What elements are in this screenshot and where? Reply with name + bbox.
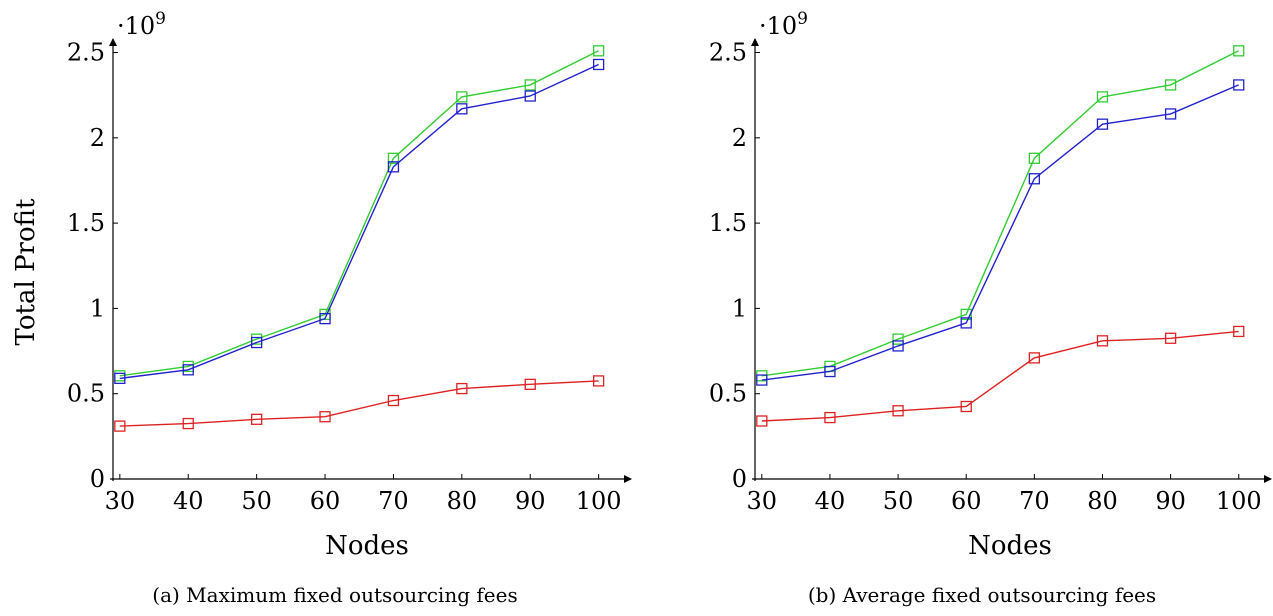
data-point-marker <box>960 308 972 321</box>
series-layer <box>114 45 605 432</box>
data-point-marker <box>250 336 263 349</box>
data-point-marker <box>250 413 263 425</box>
data-point-marker <box>1096 91 1109 103</box>
y-tick-label: 2 <box>732 124 747 152</box>
data-point-marker <box>1233 79 1245 91</box>
y-tick-label: 0.5 <box>67 380 105 408</box>
data-point-marker <box>114 372 126 385</box>
data-point-marker <box>182 417 194 430</box>
x-ticks: 30 40 50 60 70 80 90 100 <box>105 474 622 515</box>
data-point-marker <box>456 103 468 115</box>
x-tick-label: 70 <box>378 487 409 515</box>
data-point-marker <box>319 312 331 325</box>
data-point-marker <box>1096 335 1109 347</box>
data-point-marker <box>114 420 126 432</box>
data-point-marker <box>1028 152 1040 164</box>
data-point-marker <box>524 90 536 102</box>
chart-panel-a: Total Profit ·109 0 0.5 1 1.5 2 2.5 30 40 50 60 7… <box>11 9 632 607</box>
series-line <box>761 84 1239 381</box>
x-tick-label: 100 <box>1216 487 1262 515</box>
x-tick-label: 100 <box>576 487 622 515</box>
y-tick-label: 2.5 <box>709 39 747 67</box>
x-tick-label: 40 <box>815 487 846 515</box>
data-point-marker <box>1096 118 1109 130</box>
y-axis-label: Total Profit <box>11 198 41 345</box>
data-point-marker <box>756 374 768 386</box>
series-layer <box>756 45 1245 427</box>
data-point-marker <box>387 152 400 164</box>
x-tick-label: 80 <box>1087 487 1118 515</box>
y-tick-label: 0.5 <box>709 380 747 408</box>
y-tick-label: 1.5 <box>67 209 105 237</box>
x-tick-label: 90 <box>1155 487 1186 515</box>
x-tick-label: 50 <box>883 487 914 515</box>
x-axis-label: Nodes <box>325 531 409 561</box>
data-point-marker <box>960 400 972 413</box>
y-tick-label: 1 <box>732 294 747 322</box>
y-tick-label: 0 <box>732 465 747 493</box>
x-tick-label: 40 <box>173 487 204 515</box>
x-tick-label: 80 <box>447 487 478 515</box>
x-tick-label: 30 <box>105 487 136 515</box>
data-point-marker <box>892 340 904 352</box>
y-tick-label: 1 <box>90 294 105 322</box>
y-tick-label: 2 <box>90 124 105 152</box>
x-tick-label: 30 <box>747 487 778 515</box>
x-tick-label: 60 <box>951 487 982 515</box>
data-point-marker <box>182 364 194 376</box>
data-point-marker <box>1233 325 1245 338</box>
chart-caption: (a) Maximum fixed outsourcing fees <box>152 583 517 607</box>
data-point-marker <box>524 79 536 91</box>
data-point-marker <box>319 411 331 423</box>
data-point-marker <box>1164 79 1177 91</box>
data-point-marker <box>592 45 605 57</box>
data-point-marker <box>387 394 400 407</box>
y-tick-label: 1.5 <box>709 209 747 237</box>
data-point-marker <box>1164 108 1177 120</box>
y-tick-label: 2.5 <box>67 39 105 67</box>
data-point-marker <box>456 91 468 103</box>
series-line <box>119 380 599 427</box>
data-point-marker <box>1028 352 1040 364</box>
data-point-marker <box>387 161 400 173</box>
data-point-marker <box>892 333 904 345</box>
y-ticks: 0 0.5 1 1.5 2 2.5 <box>67 39 118 493</box>
data-point-marker <box>960 317 972 329</box>
series-line <box>761 330 1239 422</box>
data-point-marker <box>824 365 836 378</box>
chart-panel-b: ·109 0 0.5 1 1.5 2 2.5 30 40 50 60 70 80 90 100 Node… <box>709 9 1272 607</box>
x-tick-label: 60 <box>310 487 341 515</box>
data-point-marker <box>1028 173 1040 185</box>
data-point-marker <box>1164 332 1177 344</box>
y-tick-label: 0 <box>90 465 105 493</box>
data-point-marker <box>456 382 468 395</box>
data-point-marker <box>892 405 904 417</box>
data-point-marker <box>524 378 536 390</box>
y-multiplier: ·109 <box>117 9 166 40</box>
series-line <box>119 63 599 380</box>
data-point-marker <box>756 415 768 427</box>
y-multiplier: ·109 <box>759 9 808 40</box>
data-point-marker <box>592 58 605 71</box>
chart-caption: (b) Average fixed outsourcing fees <box>808 583 1156 607</box>
x-tick-label: 50 <box>241 487 272 515</box>
x-ticks: 30 40 50 60 70 80 90 100 <box>747 474 1262 515</box>
x-tick-label: 90 <box>515 487 546 515</box>
data-point-marker <box>824 411 836 424</box>
data-point-marker <box>592 375 605 387</box>
series-line <box>761 50 1240 377</box>
x-axis-label: Nodes <box>968 531 1052 561</box>
y-ticks: 0 0.5 1 1.5 2 2.5 <box>709 39 760 493</box>
series-line <box>119 50 599 377</box>
data-point-marker <box>1233 45 1245 57</box>
x-tick-label: 70 <box>1019 487 1050 515</box>
